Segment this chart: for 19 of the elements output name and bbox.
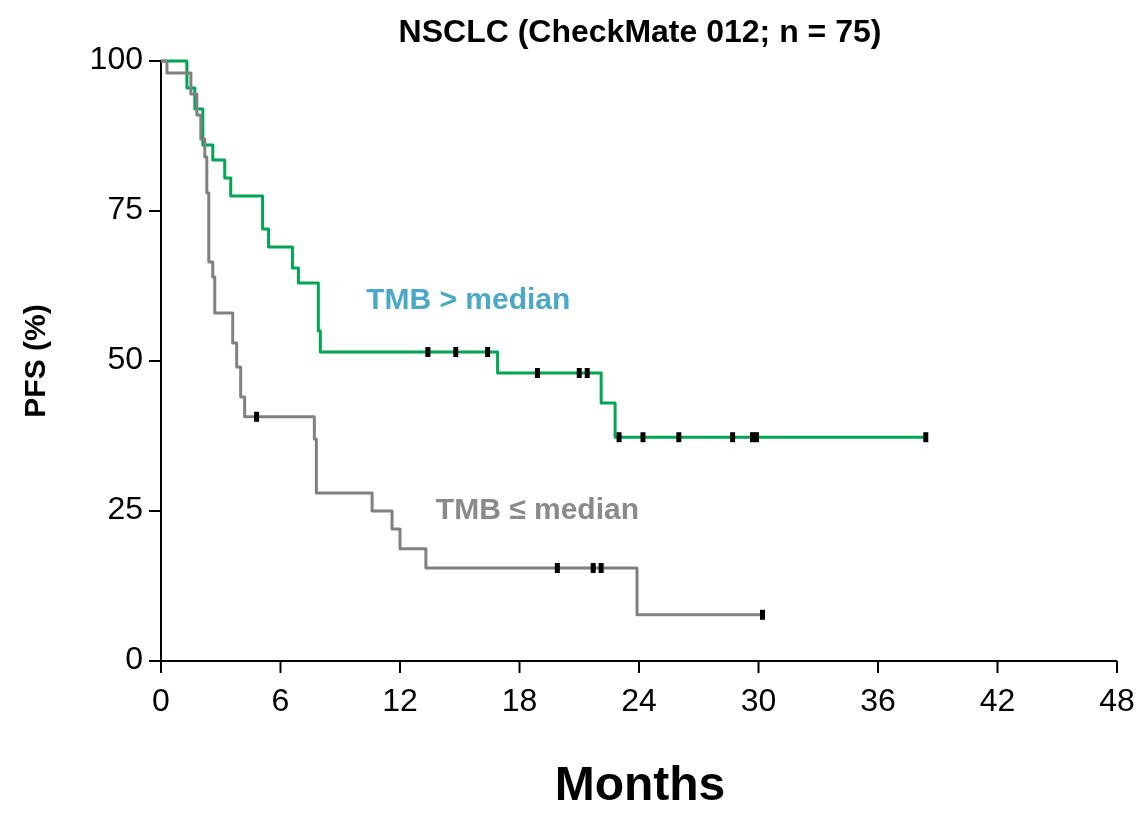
x-tick-label: 12 (382, 682, 418, 718)
x-tick-label: 48 (1099, 682, 1135, 718)
series-label: TMB ≤ median (435, 491, 640, 525)
x-tick-label: 0 (152, 682, 170, 718)
y-tick-label: 100 (89, 40, 143, 77)
y-tick-label: 50 (107, 340, 143, 377)
y-axis-title: PFS (%) (18, 304, 51, 418)
x-tick-label: 42 (979, 682, 1016, 718)
y-tick-label: 75 (107, 190, 143, 227)
y-tick-label: 0 (125, 640, 143, 677)
x-tick-label: 30 (740, 682, 777, 718)
chart-title: NSCLC (CheckMate 012; n = 75) (398, 13, 882, 49)
series-label: TMB > median (366, 281, 571, 315)
x-tick-label: 24 (621, 682, 657, 718)
y-tick-label: 25 (107, 490, 143, 527)
x-tick-label: 18 (501, 682, 538, 718)
x-tick-label: 36 (860, 682, 896, 718)
x-axis-title: Months (554, 757, 726, 810)
x-tick-label: 6 (271, 682, 290, 718)
